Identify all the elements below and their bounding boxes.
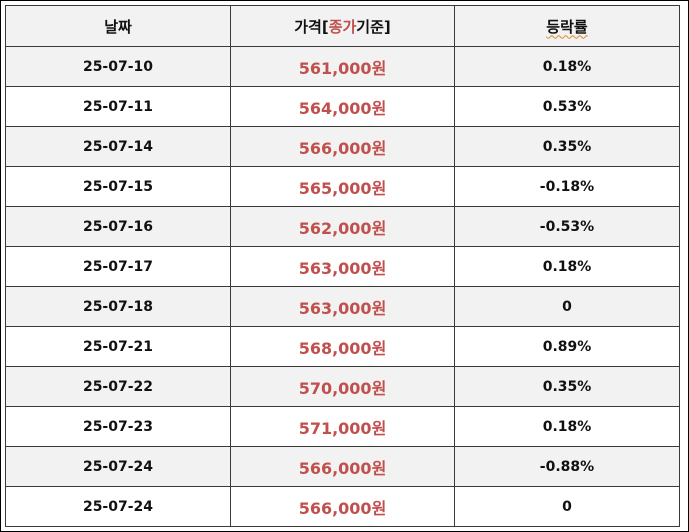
price-cell: 568,000원 bbox=[230, 326, 455, 367]
table-row: 25-07-15 565,000원 -0.18% bbox=[5, 166, 680, 207]
date-cell: 25-07-11 bbox=[5, 86, 231, 127]
change-cell: -0.88% bbox=[454, 446, 680, 487]
price-header-prefix: 가격[ bbox=[294, 17, 329, 36]
table-row: 25-07-22 570,000원 0.35% bbox=[5, 366, 680, 407]
price-cell: 570,000원 bbox=[230, 366, 455, 407]
date-cell: 25-07-22 bbox=[5, 366, 231, 407]
date-cell: 25-07-23 bbox=[5, 406, 231, 447]
change-cell: -0.18% bbox=[454, 166, 680, 207]
price-cell: 562,000원 bbox=[230, 206, 455, 247]
price-header-highlight: 종가 bbox=[328, 17, 357, 36]
change-cell: 0.35% bbox=[454, 366, 680, 407]
table-row: 25-07-10 561,000원 0.18% bbox=[5, 46, 680, 87]
change-cell: 0.18% bbox=[454, 246, 680, 287]
price-cell: 563,000원 bbox=[230, 246, 455, 287]
price-header-suffix: 기준] bbox=[356, 17, 391, 36]
date-cell: 25-07-14 bbox=[5, 126, 231, 167]
change-cell: -0.53% bbox=[454, 206, 680, 247]
date-cell: 25-07-17 bbox=[5, 246, 231, 287]
price-column-header: 가격[종가기준] bbox=[230, 5, 455, 47]
price-cell: 566,000원 bbox=[230, 486, 455, 527]
table-body: 25-07-10 561,000원 0.18% 25-07-11 564,000원 0.5… bbox=[5, 46, 680, 527]
date-cell: 25-07-15 bbox=[5, 166, 231, 207]
change-cell: 0.18% bbox=[454, 406, 680, 447]
stock-price-table: 날짜 가격[종가기준] 등락률 25-07-10 561,000원 0.18% 25-… bbox=[5, 5, 680, 527]
change-header-label: 등락률 bbox=[546, 17, 588, 36]
table-row: 25-07-16 562,000원 -0.53% bbox=[5, 206, 680, 247]
change-cell: 0.53% bbox=[454, 86, 680, 127]
table-row: 25-07-21 568,000원 0.89% bbox=[5, 326, 680, 367]
price-cell: 563,000원 bbox=[230, 286, 455, 327]
price-cell: 564,000원 bbox=[230, 86, 455, 127]
change-column-header: 등락률 bbox=[454, 5, 680, 47]
date-cell: 25-07-21 bbox=[5, 326, 231, 367]
price-cell: 571,000원 bbox=[230, 406, 455, 447]
price-cell: 561,000원 bbox=[230, 46, 455, 87]
change-cell: 0.89% bbox=[454, 326, 680, 367]
header-row: 날짜 가격[종가기준] 등락률 bbox=[5, 5, 680, 47]
change-cell: 0 bbox=[454, 286, 680, 327]
date-cell: 25-07-16 bbox=[5, 206, 231, 247]
table-row: 25-07-18 563,000원 0 bbox=[5, 286, 680, 327]
price-cell: 566,000원 bbox=[230, 126, 455, 167]
price-cell: 565,000원 bbox=[230, 166, 455, 207]
change-cell: 0.18% bbox=[454, 46, 680, 87]
change-cell: 0.35% bbox=[454, 126, 680, 167]
table-row: 25-07-14 566,000원 0.35% bbox=[5, 126, 680, 167]
change-cell: 0 bbox=[454, 486, 680, 527]
table-row: 25-07-24 566,000원 -0.88% bbox=[5, 446, 680, 487]
date-cell: 25-07-24 bbox=[5, 446, 231, 487]
date-cell: 25-07-18 bbox=[5, 286, 231, 327]
table-row: 25-07-11 564,000원 0.53% bbox=[5, 86, 680, 127]
date-column-header: 날짜 bbox=[5, 5, 231, 47]
table-row: 25-07-24 566,000원 0 bbox=[5, 486, 680, 527]
price-cell: 566,000원 bbox=[230, 446, 455, 487]
table-row: 25-07-17 563,000원 0.18% bbox=[5, 246, 680, 287]
date-cell: 25-07-24 bbox=[5, 486, 231, 527]
date-cell: 25-07-10 bbox=[5, 46, 231, 87]
table-row: 25-07-23 571,000원 0.18% bbox=[5, 406, 680, 447]
